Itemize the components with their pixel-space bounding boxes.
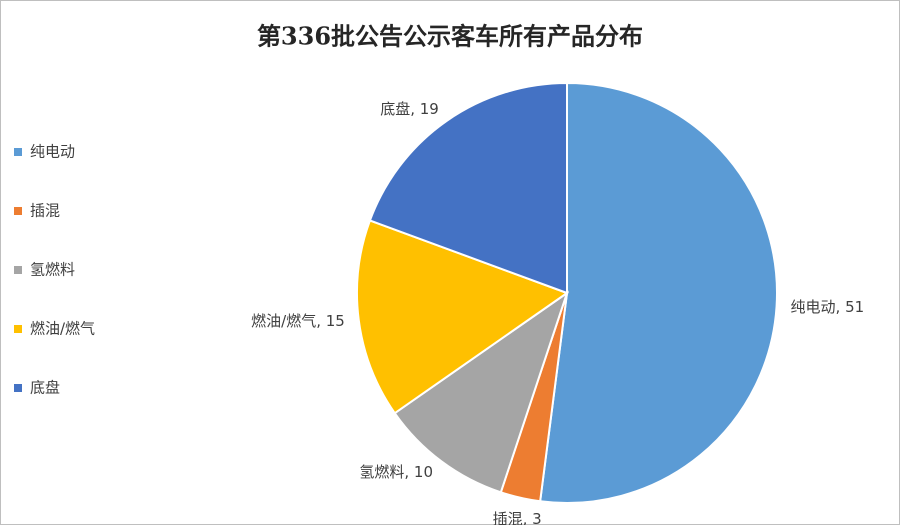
pie-slice xyxy=(356,219,570,415)
legend-label: 底盘 xyxy=(30,379,60,397)
data-label: 底盘, 19 xyxy=(380,100,439,118)
pie-slice xyxy=(393,290,569,494)
legend-swatch xyxy=(14,266,22,274)
legend-label: 燃油/燃气 xyxy=(30,320,95,338)
pie-slice xyxy=(368,81,568,295)
legend-swatch xyxy=(14,384,22,392)
legend-swatch xyxy=(14,207,22,215)
chart-title: 第336批公告公示客车所有产品分布 xyxy=(257,22,643,51)
legend-label: 纯电动 xyxy=(30,143,75,161)
pie-slice xyxy=(539,81,778,504)
data-label: 燃油/燃气, 15 xyxy=(251,312,345,330)
data-label: 插混, 3 xyxy=(493,510,542,525)
legend-label: 氢燃料 xyxy=(30,261,75,279)
legend-label: 插混 xyxy=(30,202,60,220)
data-label: 氢燃料, 10 xyxy=(359,463,433,481)
legend-swatch xyxy=(14,325,22,333)
data-label: 纯电动, 51 xyxy=(791,298,865,316)
legend-swatch xyxy=(14,148,22,156)
